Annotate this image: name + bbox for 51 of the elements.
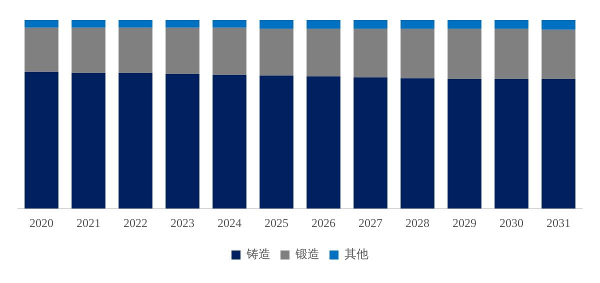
bar: [166, 28, 200, 74]
bar: [400, 20, 434, 29]
legend-label: 锻造: [294, 247, 320, 262]
bar: [448, 28, 482, 80]
bar: [494, 28, 528, 80]
bar: [118, 20, 152, 28]
x-tick-label: 2026: [312, 216, 336, 230]
bar: [400, 78, 434, 209]
bar: [448, 20, 482, 29]
bar: [212, 20, 246, 28]
x-tick-label: 2031: [546, 216, 570, 230]
x-tick-label: 2022: [124, 216, 148, 230]
legend-label: 铸造: [246, 247, 270, 262]
bar: [212, 74, 246, 209]
x-tick-label: 2030: [500, 216, 524, 230]
x-tick-label: 2025: [264, 216, 288, 230]
bar: [72, 20, 106, 28]
bar: [306, 28, 340, 76]
bar: [118, 72, 152, 209]
bar: [212, 28, 246, 75]
bar: [400, 28, 434, 78]
bar: [260, 28, 294, 76]
bar: [72, 72, 106, 209]
x-tick-label: 2029: [452, 216, 476, 230]
x-tick-label: 2023: [170, 216, 194, 230]
bar: [494, 79, 528, 209]
x-tick-label: 2028: [406, 216, 430, 230]
bar: [306, 76, 340, 209]
bar: [542, 79, 576, 209]
bar: [306, 20, 340, 29]
x-tick-label: 2021: [76, 216, 100, 230]
x-tick-label: 2027: [358, 216, 382, 230]
bar: [24, 20, 58, 28]
bar: [542, 20, 576, 30]
bar: [24, 28, 58, 72]
legend-label: 其他: [344, 247, 368, 262]
x-tick-label: 2024: [218, 216, 242, 230]
bar: [354, 78, 388, 209]
bar: [542, 30, 576, 80]
bar: [166, 74, 200, 209]
bar: [260, 20, 294, 29]
bar: [354, 28, 388, 78]
bar: [494, 20, 528, 29]
bar: [448, 79, 482, 209]
bar: [118, 28, 152, 73]
x-tick-label: 2020: [30, 216, 54, 230]
bar: [72, 28, 106, 73]
bar: [166, 20, 200, 28]
bar: [24, 72, 58, 209]
bar: [354, 20, 388, 29]
bar: [260, 76, 294, 209]
